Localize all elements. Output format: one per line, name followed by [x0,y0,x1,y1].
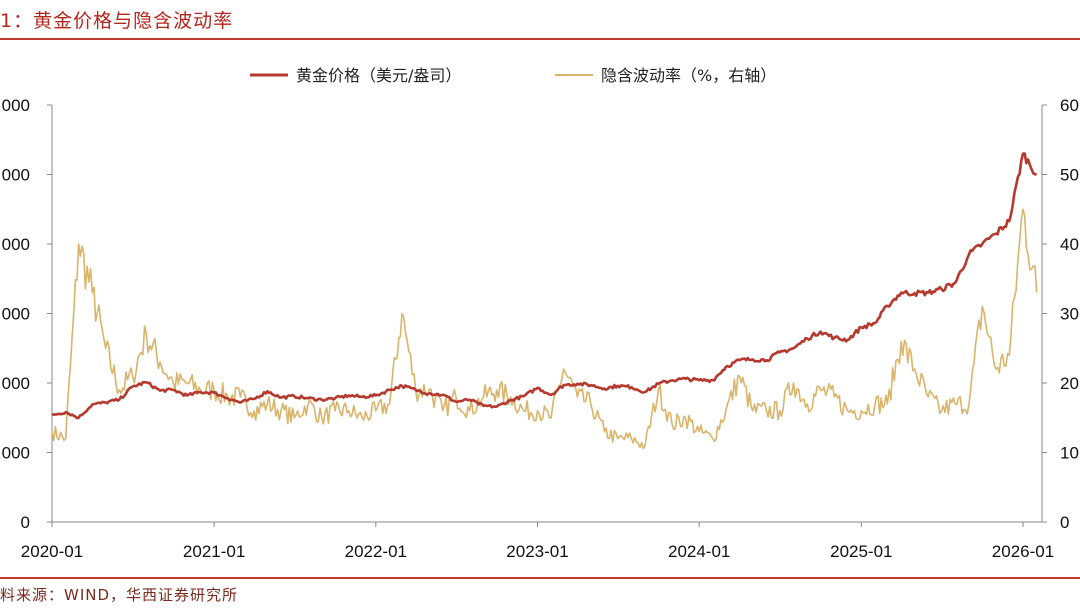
series-line-implied-vol [51,208,1038,450]
x-tick-label: 2026-01 [992,542,1054,561]
y-left-tick-label: 000 [2,305,30,324]
y-right-tick-label: 60 [1060,96,1079,115]
title-row: 1：黄金价格与隐含波动率 [0,4,1080,34]
y-left-tick-label: 000 [2,96,30,115]
y-right-tick-label: 10 [1060,444,1079,463]
x-tick-label: 2025-01 [830,542,892,561]
y-left-tick-label: 000 [2,444,30,463]
y-right-tick-label: 40 [1060,235,1079,254]
series-layer [51,152,1038,450]
y-left-tick-label: 000 [2,166,30,185]
legend: 黄金价格（美元/盎司） 隐含波动率（%，右轴） [250,66,776,85]
legend-item-gold-price-label: 黄金价格（美元/盎司） [296,66,461,85]
source-rule [0,577,1080,579]
x-tick-label: 2023-01 [506,542,568,561]
y-right-tick-label: 20 [1060,374,1079,393]
source-note: 料来源：WIND，华西证券研究所 [0,586,239,604]
series-line-gold-price [51,152,1037,420]
legend-item-implied-vol-label: 隐含波动率（%，右轴） [601,66,776,85]
y-right-tick-label: 0 [1060,513,1069,532]
chart-title: 1：黄金价格与隐含波动率 [0,10,234,32]
y-right-tick-label: 30 [1060,305,1079,324]
y-left-tick-label: 0 [21,513,30,532]
y-right-tick-label: 50 [1060,166,1079,185]
title-rule [0,38,1080,40]
x-tick-label: 2022-01 [345,542,407,561]
x-tick-label: 2020-01 [21,542,83,561]
x-tick-label: 2021-01 [183,542,245,561]
y-left-tick-label: 000 [2,374,30,393]
y-left-tick-label: 000 [2,235,30,254]
x-tick-label: 2024-01 [668,542,730,561]
